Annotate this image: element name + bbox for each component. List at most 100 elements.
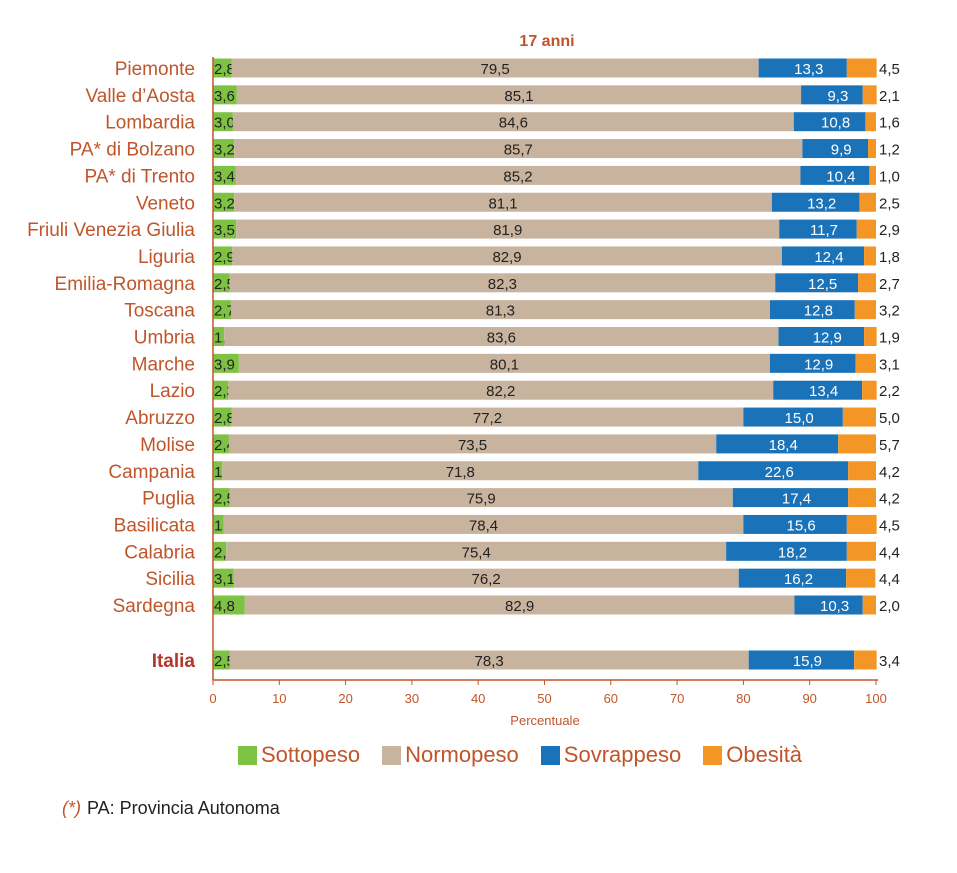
x-tick-label-0: 0 bbox=[209, 691, 216, 706]
data-label-obesita-pa-di-bolzano: 1,2 bbox=[879, 142, 900, 159]
data-label-normopeso-molise: 73,5 bbox=[458, 437, 487, 454]
footnote: (*) PA: Provincia Autonoma bbox=[62, 798, 280, 819]
data-label-normopeso-puglia: 75,9 bbox=[467, 491, 496, 508]
bar-sovrappeso-lazio bbox=[773, 380, 863, 400]
data-label-sovrappeso-toscana: 12,8 bbox=[804, 303, 833, 320]
bar-sottopeso-sardegna bbox=[213, 595, 245, 615]
data-label-obesita-sicilia: 4,4 bbox=[879, 571, 900, 588]
bar-sovrappeso-basilicata bbox=[743, 514, 847, 534]
data-label-sovrappeso-basilicata: 15,6 bbox=[787, 517, 816, 534]
data-label-sovrappeso-sardegna: 10,3 bbox=[820, 598, 849, 615]
bar-sottopeso-pa-di-bolzano bbox=[213, 139, 235, 159]
x-tick-label-40: 40 bbox=[471, 691, 485, 706]
category-label-piemonte: Piemonte bbox=[115, 59, 195, 80]
bar-sovrappeso-marche bbox=[769, 353, 856, 373]
data-label-obesita-calabria: 4,4 bbox=[879, 544, 900, 561]
bar-sottopeso-umbria bbox=[213, 327, 225, 346]
legend: Sottopeso Normopeso Sovrappeso Obesità bbox=[238, 742, 824, 768]
x-tick-label-80: 80 bbox=[736, 691, 750, 706]
data-label-sovrappeso-calabria: 18,2 bbox=[778, 544, 807, 561]
bar-normopeso-valle-d-aosta bbox=[236, 85, 802, 105]
data-label-normopeso-piemonte: 79,5 bbox=[481, 61, 510, 78]
bar-normopeso-sardegna bbox=[244, 595, 795, 615]
data-label-normopeso-veneto: 81,1 bbox=[488, 195, 517, 212]
x-tick-label-100: 100 bbox=[865, 691, 887, 706]
bar-obesita-friuli-venezia-giulia bbox=[856, 219, 876, 239]
bar-obesita-umbria bbox=[864, 327, 877, 346]
data-label-sovrappeso-italia: 15,9 bbox=[793, 653, 822, 670]
data-label-normopeso-liguria: 82,9 bbox=[492, 249, 521, 266]
data-label-sottopeso-pa-di-trento: 3,4 bbox=[214, 168, 235, 185]
data-label-obesita-piemonte: 4,5 bbox=[879, 61, 900, 78]
bar-normopeso-veneto bbox=[234, 192, 772, 212]
bar-obesita-molise bbox=[838, 434, 876, 454]
category-label-italia: Italia bbox=[152, 651, 196, 672]
data-label-sottopeso-sardegna: 4,8 bbox=[214, 598, 235, 615]
data-label-obesita-lombardia: 1,6 bbox=[879, 115, 900, 132]
footnote-mark: (*) bbox=[62, 798, 81, 818]
bar-sottopeso-marche bbox=[213, 353, 239, 373]
data-label-obesita-pa-di-trento: 1,0 bbox=[879, 168, 900, 185]
data-label-normopeso-italia: 78,3 bbox=[475, 653, 504, 670]
category-label-marche: Marche bbox=[132, 354, 195, 375]
bar-obesita-pa-di-bolzano bbox=[868, 139, 876, 159]
bar-sovrappeso-puglia bbox=[732, 488, 849, 508]
legend-item-sovrappeso: Sovrappeso bbox=[540, 742, 681, 768]
data-label-obesita-liguria: 1,8 bbox=[879, 249, 900, 266]
bar-obesita-pa-di-trento bbox=[869, 165, 876, 185]
bar-normopeso-lombardia bbox=[232, 112, 794, 132]
data-label-obesita-marche: 3,1 bbox=[879, 356, 900, 373]
bar-obesita-marche bbox=[855, 353, 876, 373]
data-label-sottopeso-veneto: 3,2 bbox=[214, 195, 235, 212]
data-label-normopeso-campania: 71,8 bbox=[446, 464, 475, 481]
x-tick-label-60: 60 bbox=[604, 691, 618, 706]
data-label-obesita-basilicata: 4,5 bbox=[879, 517, 900, 534]
data-label-normopeso-abruzzo: 77,2 bbox=[473, 410, 502, 427]
data-label-sovrappeso-veneto: 13,2 bbox=[807, 195, 836, 212]
data-label-sovrappeso-valle-d-aosta: 9,3 bbox=[827, 88, 848, 105]
category-label-pa-di-trento: PA* di Trento bbox=[84, 166, 195, 187]
bar-sottopeso-lombardia bbox=[213, 112, 233, 132]
bar-sovrappeso-italia bbox=[748, 650, 855, 670]
category-label-puglia: Puglia bbox=[142, 489, 195, 510]
bar-sovrappeso-pa-di-trento bbox=[800, 165, 870, 185]
bar-sottopeso-lazio bbox=[213, 380, 229, 400]
bar-obesita-basilicata bbox=[846, 514, 877, 534]
bar-sovrappeso-emilia-romagna bbox=[775, 273, 859, 293]
x-axis-label: Percentuale bbox=[510, 713, 579, 728]
data-label-sovrappeso-abruzzo: 15,0 bbox=[785, 410, 814, 427]
data-label-sottopeso-liguria: 2,9 bbox=[214, 249, 235, 266]
category-label-sardegna: Sardegna bbox=[113, 596, 196, 617]
data-label-normopeso-marche: 80,1 bbox=[490, 356, 519, 373]
bar-normopeso-calabria bbox=[226, 541, 727, 561]
bar-normopeso-friuli-venezia-giulia bbox=[236, 219, 780, 239]
stacked-bar-chart: 17 anni Piemonte 2,8 79,5 13,3 4,5 Valle d’Aos… bbox=[27, 33, 900, 728]
data-label-normopeso-umbria: 83,6 bbox=[487, 330, 516, 347]
data-label-sottopeso-abruzzo: 2,8 bbox=[214, 410, 235, 427]
bar-normopeso-campania bbox=[222, 461, 699, 481]
data-label-obesita-abruzzo: 5,0 bbox=[879, 410, 900, 427]
category-label-pa-di-bolzano: PA* di Bolzano bbox=[70, 140, 195, 161]
bar-sottopeso-abruzzo bbox=[213, 407, 232, 427]
data-label-sovrappeso-piemonte: 13,3 bbox=[794, 61, 823, 78]
bar-normopeso-piemonte bbox=[231, 58, 759, 78]
data-label-sovrappeso-molise: 18,4 bbox=[769, 437, 798, 454]
legend-item-sottopeso: Sottopeso bbox=[238, 742, 360, 768]
data-label-sottopeso-valle-d-aosta: 3,6 bbox=[214, 88, 235, 105]
category-label-lazio: Lazio bbox=[150, 381, 195, 402]
data-label-obesita-friuli-venezia-giulia: 2,9 bbox=[879, 222, 900, 239]
bar-normopeso-puglia bbox=[229, 488, 733, 508]
data-label-sottopeso-pa-di-bolzano: 3,2 bbox=[214, 142, 235, 159]
bar-normopeso-molise bbox=[228, 434, 717, 454]
bar-sovrappeso-calabria bbox=[726, 541, 847, 561]
bar-normopeso-sicilia bbox=[233, 568, 739, 588]
data-label-normopeso-sardegna: 82,9 bbox=[505, 598, 534, 615]
category-label-veneto: Veneto bbox=[136, 193, 195, 214]
bar-sovrappeso-toscana bbox=[769, 300, 855, 320]
data-label-sovrappeso-puglia: 17,4 bbox=[782, 491, 811, 508]
bar-sottopeso-emilia-romagna bbox=[213, 273, 230, 293]
bar-obesita-puglia bbox=[848, 488, 876, 508]
x-tick-label-70: 70 bbox=[670, 691, 684, 706]
bar-obesita-veneto bbox=[859, 192, 876, 212]
bar-sovrappeso-sardegna bbox=[794, 595, 863, 615]
